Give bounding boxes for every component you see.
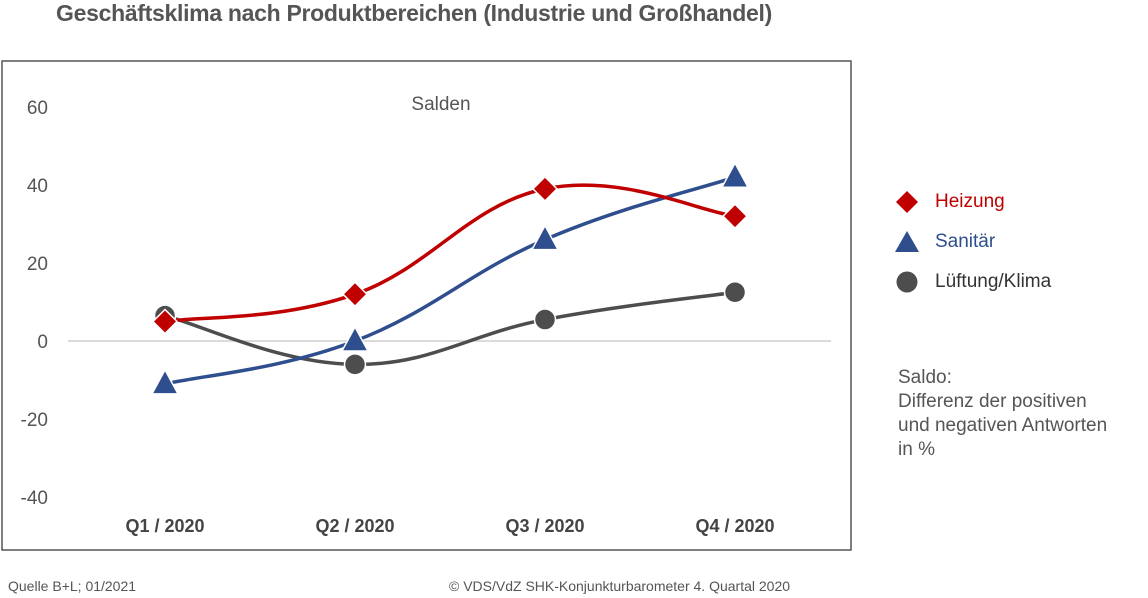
series-line-2: [163, 290, 737, 367]
series-markers: [150, 161, 750, 395]
legend-label: Sanitär: [935, 231, 996, 252]
diamond-marker: [151, 308, 179, 335]
legend-item-heizung: Heizung: [893, 182, 1051, 222]
note-line: und negativen Antworten: [898, 415, 1108, 436]
note-line: Saldo:: [898, 367, 952, 388]
triangle-marker: [720, 161, 750, 188]
y-tick-label: 40: [27, 176, 48, 197]
series-line-1: [163, 175, 737, 386]
y-tick-label: 0: [37, 332, 48, 353]
copyright-note: © VDS/VdZ SHK-Konjunkturbarometer 4. Qua…: [449, 578, 791, 594]
legend: Heizung Sanitär Lüftung/Klima: [893, 182, 1051, 302]
triangle-marker: [340, 325, 370, 352]
source-note: Quelle B+L; 01/2021: [8, 578, 137, 594]
triangle-marker: [530, 224, 560, 251]
note-line: Differenz der positiven: [898, 391, 1087, 412]
y-tick-label: -40: [21, 488, 48, 509]
chart-title: Geschäftsklima nach Produktbereichen (In…: [56, 0, 772, 26]
x-tick-label: Q4 / 2020: [695, 516, 774, 536]
x-axis-ticks: Q1 / 2020 Q2 / 2020 Q3 / 2020 Q4 / 2020: [125, 516, 774, 536]
y-axis-ticks: 60 40 20 0 -20 -40: [21, 98, 48, 509]
saldo-note: Saldo: Differenz der positiven und negat…: [898, 366, 1107, 462]
legend-label: Heizung: [935, 191, 1005, 212]
circle-marker: [723, 281, 747, 304]
triangle-marker: [150, 368, 180, 395]
legend-label: Lüftung/Klima: [935, 271, 1052, 292]
triangle-icon: [895, 231, 919, 252]
series-line-0: [163, 183, 737, 324]
x-tick-label: Q3 / 2020: [505, 516, 584, 536]
y-tick-label: 60: [27, 98, 48, 119]
x-tick-label: Q2 / 2020: [315, 516, 394, 536]
note-line: in %: [898, 439, 935, 460]
series-lines: [163, 175, 737, 386]
circle-icon: [896, 271, 918, 293]
circle-marker: [533, 308, 557, 331]
chart-subtitle: Salden: [411, 94, 470, 115]
diamond-marker: [721, 203, 749, 230]
legend-item-sanitaer: Sanitär: [893, 222, 1051, 262]
y-tick-label: 20: [27, 254, 48, 275]
legend-item-lueftung-klima: Lüftung/Klima: [893, 262, 1051, 302]
diamond-marker: [341, 281, 369, 308]
x-tick-label: Q1 / 2020: [125, 516, 204, 536]
circle-marker: [343, 353, 367, 376]
diamond-marker: [531, 175, 559, 202]
y-tick-label: -20: [21, 410, 48, 431]
diamond-icon: [896, 191, 918, 213]
